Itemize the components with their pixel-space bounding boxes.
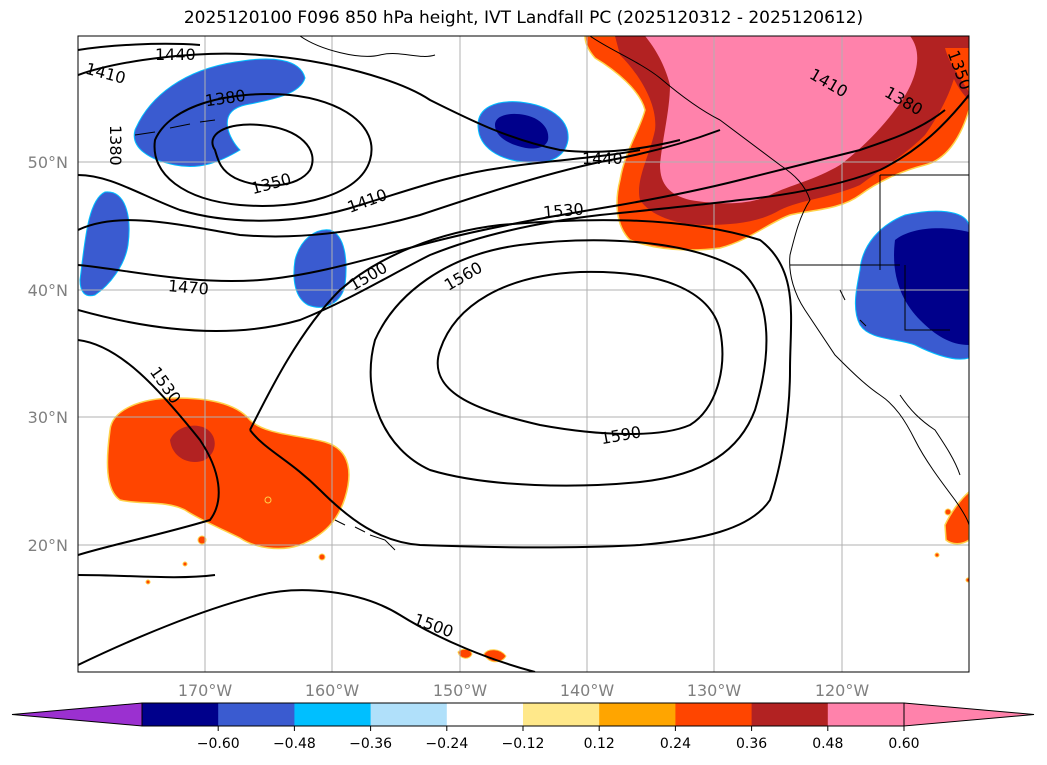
colorbar-tick-labels: −0.60 −0.48 −0.36 −0.24 −0.12 0.12 0.24 0.36 0.4…: [197, 726, 920, 752]
colorbar-tick-label: 0.60: [888, 736, 919, 752]
plot-title: 2025120100 F096 850 hPa height, IVT Land…: [183, 8, 864, 28]
colorbar-tick-label: −0.36: [349, 736, 392, 752]
colorbar: [11, 702, 1035, 727]
latitude-labels: 50°N 40°N 30°N 20°N: [28, 153, 68, 555]
longitude-labels: 170°W 160°W 150°W 140°W 130°W 120°W: [178, 681, 870, 700]
colorbar-tick-label: −0.24: [425, 736, 468, 752]
contour-label: 1440: [582, 149, 623, 168]
positive-anomaly-southeast: [944, 491, 969, 545]
lat-label: 40°N: [28, 281, 68, 300]
contour-1410: [78, 52, 681, 153]
contour-1590: [436, 270, 724, 436]
negative-anomaly-northwest: [133, 58, 306, 168]
contour-1350-low: [211, 123, 314, 187]
contour-label: 1380: [106, 125, 125, 166]
lon-label: 160°W: [305, 681, 360, 700]
contour-1530: [78, 339, 220, 556]
height-contours: [78, 42, 969, 672]
colorbar-segment: [599, 703, 676, 726]
colorbar-extend-low: [11, 702, 143, 727]
colorbar-tick-label: 0.36: [736, 736, 767, 752]
lat-label: 30°N: [28, 408, 68, 427]
contour-1470: [78, 109, 946, 283]
lat-label: 20°N: [28, 536, 68, 555]
colorbar-segment: [675, 703, 753, 726]
colorbar-tick-label: −0.12: [502, 736, 545, 752]
gridlines: [78, 36, 969, 672]
contour-label: 1470: [167, 276, 209, 298]
lat-label: 50°N: [28, 153, 68, 172]
contour-1560: [369, 239, 768, 487]
colorbar-tick-label: −0.60: [197, 736, 240, 752]
colorbar-extend-high: [903, 702, 1035, 727]
colorbar-tick-label: −0.48: [273, 736, 316, 752]
colorbar-segment: [294, 703, 372, 726]
coastlines: [134, 36, 969, 551]
colorbar-segment: [827, 703, 905, 726]
map-border: [77, 35, 970, 673]
lon-label: 120°W: [815, 681, 870, 700]
colorbar-tick-label: 0.48: [812, 736, 843, 752]
colorbar-tick-label: 0.12: [584, 736, 615, 752]
contour-1500-south: [78, 589, 536, 672]
colorbar-segment: [142, 703, 219, 726]
lon-label: 170°W: [178, 681, 233, 700]
lon-label: 150°W: [433, 681, 488, 700]
contour-1380-low: [153, 93, 373, 207]
lon-label: 140°W: [560, 681, 615, 700]
lon-label: 130°W: [687, 681, 742, 700]
colorbar-segment: [446, 703, 524, 726]
contour-label: 1440: [155, 45, 196, 64]
positive-anomaly-southwest: [106, 397, 350, 550]
contour-label: 1530: [542, 199, 584, 221]
colorbar-segment: [751, 703, 829, 726]
contour-1440: [78, 42, 201, 51]
colorbar-segment: [370, 703, 448, 726]
colorbar-segment: [218, 703, 295, 726]
colorbar-segment: [523, 703, 600, 726]
colorbar-tick-label: 0.24: [660, 736, 691, 752]
